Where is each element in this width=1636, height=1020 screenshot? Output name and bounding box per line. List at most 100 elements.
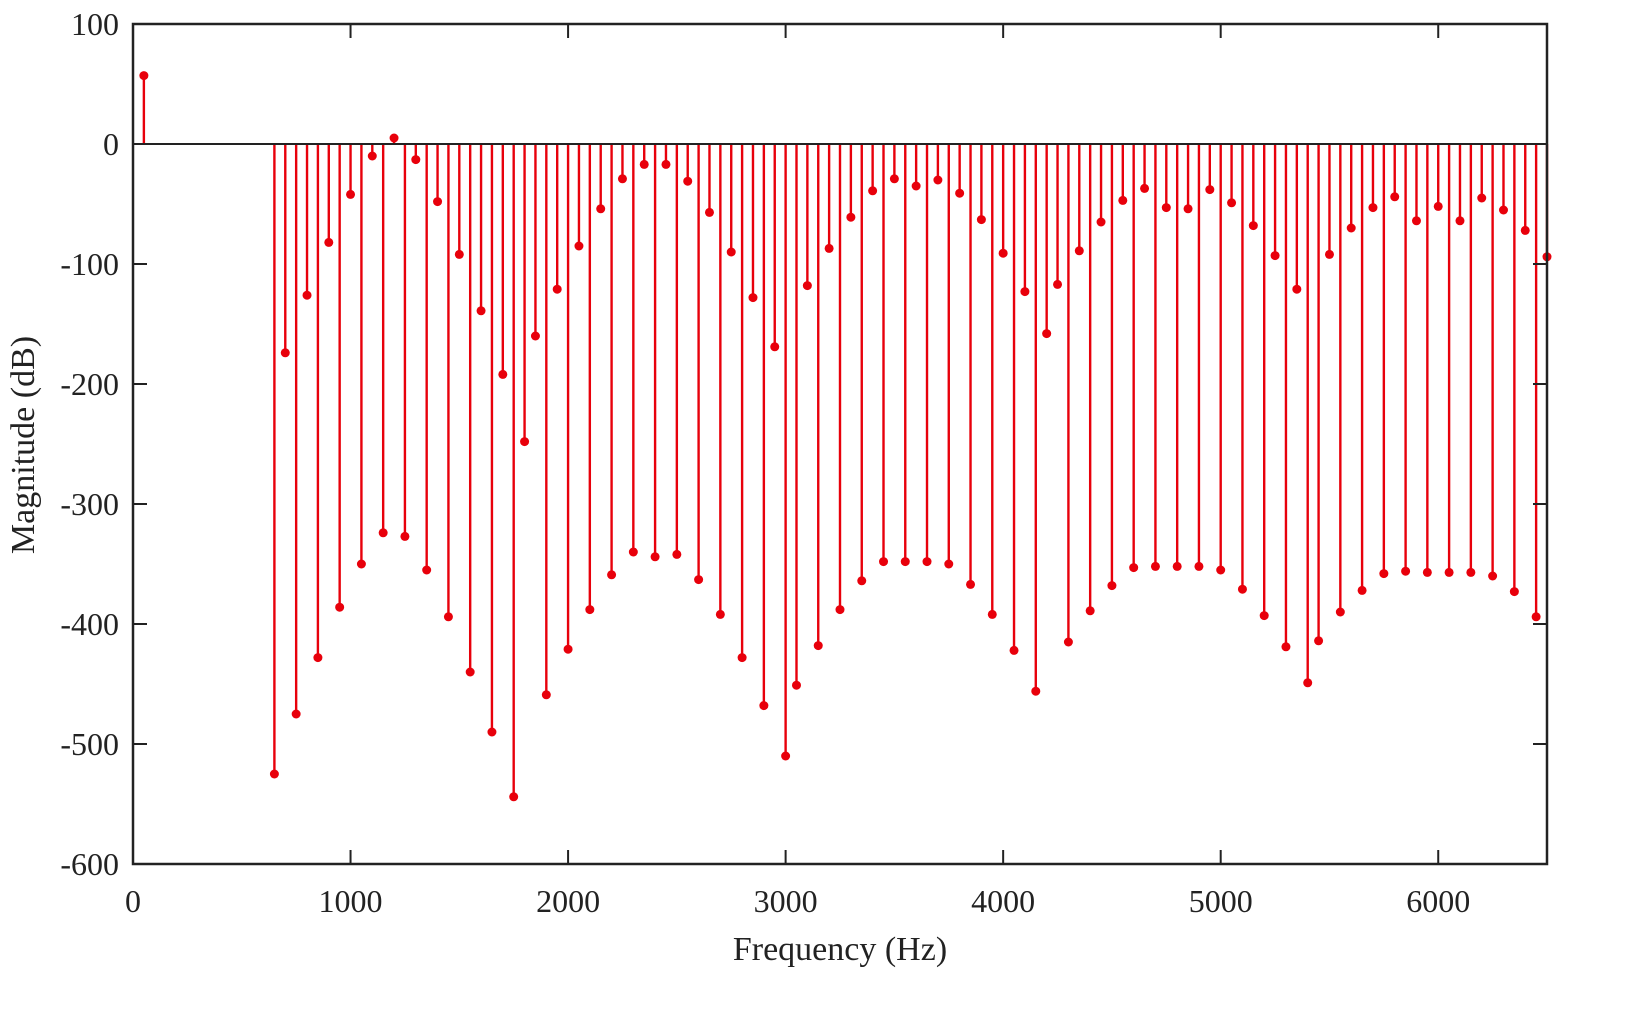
stem-marker <box>1281 642 1291 652</box>
stem-marker <box>1520 225 1530 235</box>
stem-marker <box>1346 223 1356 233</box>
x-tick-label: 2000 <box>536 883 600 919</box>
stem-marker <box>628 547 638 557</box>
stem-marker <box>1270 251 1280 261</box>
stem-marker <box>530 331 540 341</box>
stem-marker <box>367 151 377 161</box>
stem-marker <box>346 189 356 199</box>
stem-marker <box>661 159 671 169</box>
stem-marker <box>813 641 823 651</box>
stem-marker <box>520 437 530 447</box>
stem-marker <box>998 248 1008 258</box>
stem-marker <box>378 528 388 538</box>
stem-marker <box>857 576 867 586</box>
y-tick-label: -400 <box>60 606 119 642</box>
stem-marker <box>1096 217 1106 227</box>
stem-marker <box>280 348 290 358</box>
y-axis-label: Magnitude (dB) <box>5 336 42 554</box>
stem-marker <box>944 559 954 569</box>
stem-marker <box>1042 329 1052 339</box>
stem-marker <box>976 215 986 225</box>
x-tick-label: 4000 <box>971 883 1035 919</box>
stem-marker <box>498 369 508 379</box>
stem-marker <box>1259 611 1269 621</box>
stem-marker <box>1498 205 1508 215</box>
stem-marker <box>1444 567 1454 577</box>
stem-marker <box>476 306 486 316</box>
stem-marker <box>1248 221 1258 231</box>
stem-marker <box>1150 561 1160 571</box>
stem-marker <box>465 667 475 677</box>
x-tick-label: 1000 <box>319 883 383 919</box>
x-tick-label: 6000 <box>1406 883 1470 919</box>
x-axis-ticks: 0 1000 2000 3000 4000 5000 6000 <box>125 24 1470 919</box>
stem-marker <box>313 653 323 663</box>
plot-frame <box>131 22 1549 866</box>
stem-marker <box>1161 203 1171 213</box>
stem-marker <box>335 602 345 612</box>
stem-marker <box>563 644 573 654</box>
stem-marker <box>1183 204 1193 214</box>
stem-marker <box>1107 581 1117 591</box>
stem-marker <box>1509 587 1519 597</box>
stem-marker <box>291 709 301 719</box>
stem-marker <box>389 133 399 143</box>
stem-marker <box>672 549 682 559</box>
stem-marker <box>922 557 932 567</box>
stem-marker <box>1390 192 1400 202</box>
stem-series <box>139 71 1552 802</box>
y-tick-label: -300 <box>60 486 119 522</box>
stem-marker <box>411 155 421 165</box>
y-tick-label: -600 <box>60 846 119 882</box>
stem-marker <box>607 570 617 580</box>
stem-marker <box>1118 195 1128 205</box>
stem-marker <box>443 612 453 622</box>
stem-marker <box>1031 686 1041 696</box>
stem-marker <box>1422 567 1432 577</box>
stem-marker <box>1009 645 1019 655</box>
stem-marker <box>269 769 279 779</box>
stem-marker <box>933 175 943 185</box>
stem-marker <box>748 293 758 303</box>
stem-marker <box>900 557 910 567</box>
stem-marker <box>911 181 921 191</box>
stem-marker <box>1357 585 1367 595</box>
stem-marker <box>759 701 769 711</box>
stem-marker <box>683 176 693 186</box>
stem-marker <box>302 290 312 300</box>
stem-marker <box>1379 569 1389 579</box>
stem-marker <box>1085 606 1095 616</box>
stem-marker <box>1488 571 1498 581</box>
x-tick-label: 3000 <box>754 883 818 919</box>
stem-marker <box>324 237 334 247</box>
stem-marker <box>1401 566 1411 576</box>
stem-marker <box>802 281 812 291</box>
y-tick-label: -500 <box>60 726 119 762</box>
stem-marker <box>639 159 649 169</box>
stem-marker <box>541 690 551 700</box>
stem-marker <box>1205 185 1215 195</box>
stem-marker <box>509 792 519 802</box>
stem-marker <box>824 243 834 253</box>
stem-marker <box>955 188 965 198</box>
stem-marker <box>1063 637 1073 647</box>
stem-marker <box>454 249 464 259</box>
stem-marker <box>650 552 660 562</box>
y-tick-label: 0 <box>103 126 119 162</box>
stem-marker <box>715 609 725 619</box>
stem-marker <box>1216 565 1226 575</box>
stem-marker <box>868 186 878 196</box>
stem-marker <box>966 579 976 589</box>
stem-marker <box>596 204 606 214</box>
y-tick-label: -200 <box>60 366 119 402</box>
stem-marker <box>400 531 410 541</box>
stem-marker <box>433 197 443 207</box>
stem-marker <box>552 284 562 294</box>
stem-marker <box>737 653 747 663</box>
stem-marker <box>726 247 736 257</box>
stem-marker <box>574 241 584 251</box>
stem-marker <box>879 557 889 567</box>
stem-marker <box>1194 561 1204 571</box>
stem-marker <box>835 605 845 615</box>
